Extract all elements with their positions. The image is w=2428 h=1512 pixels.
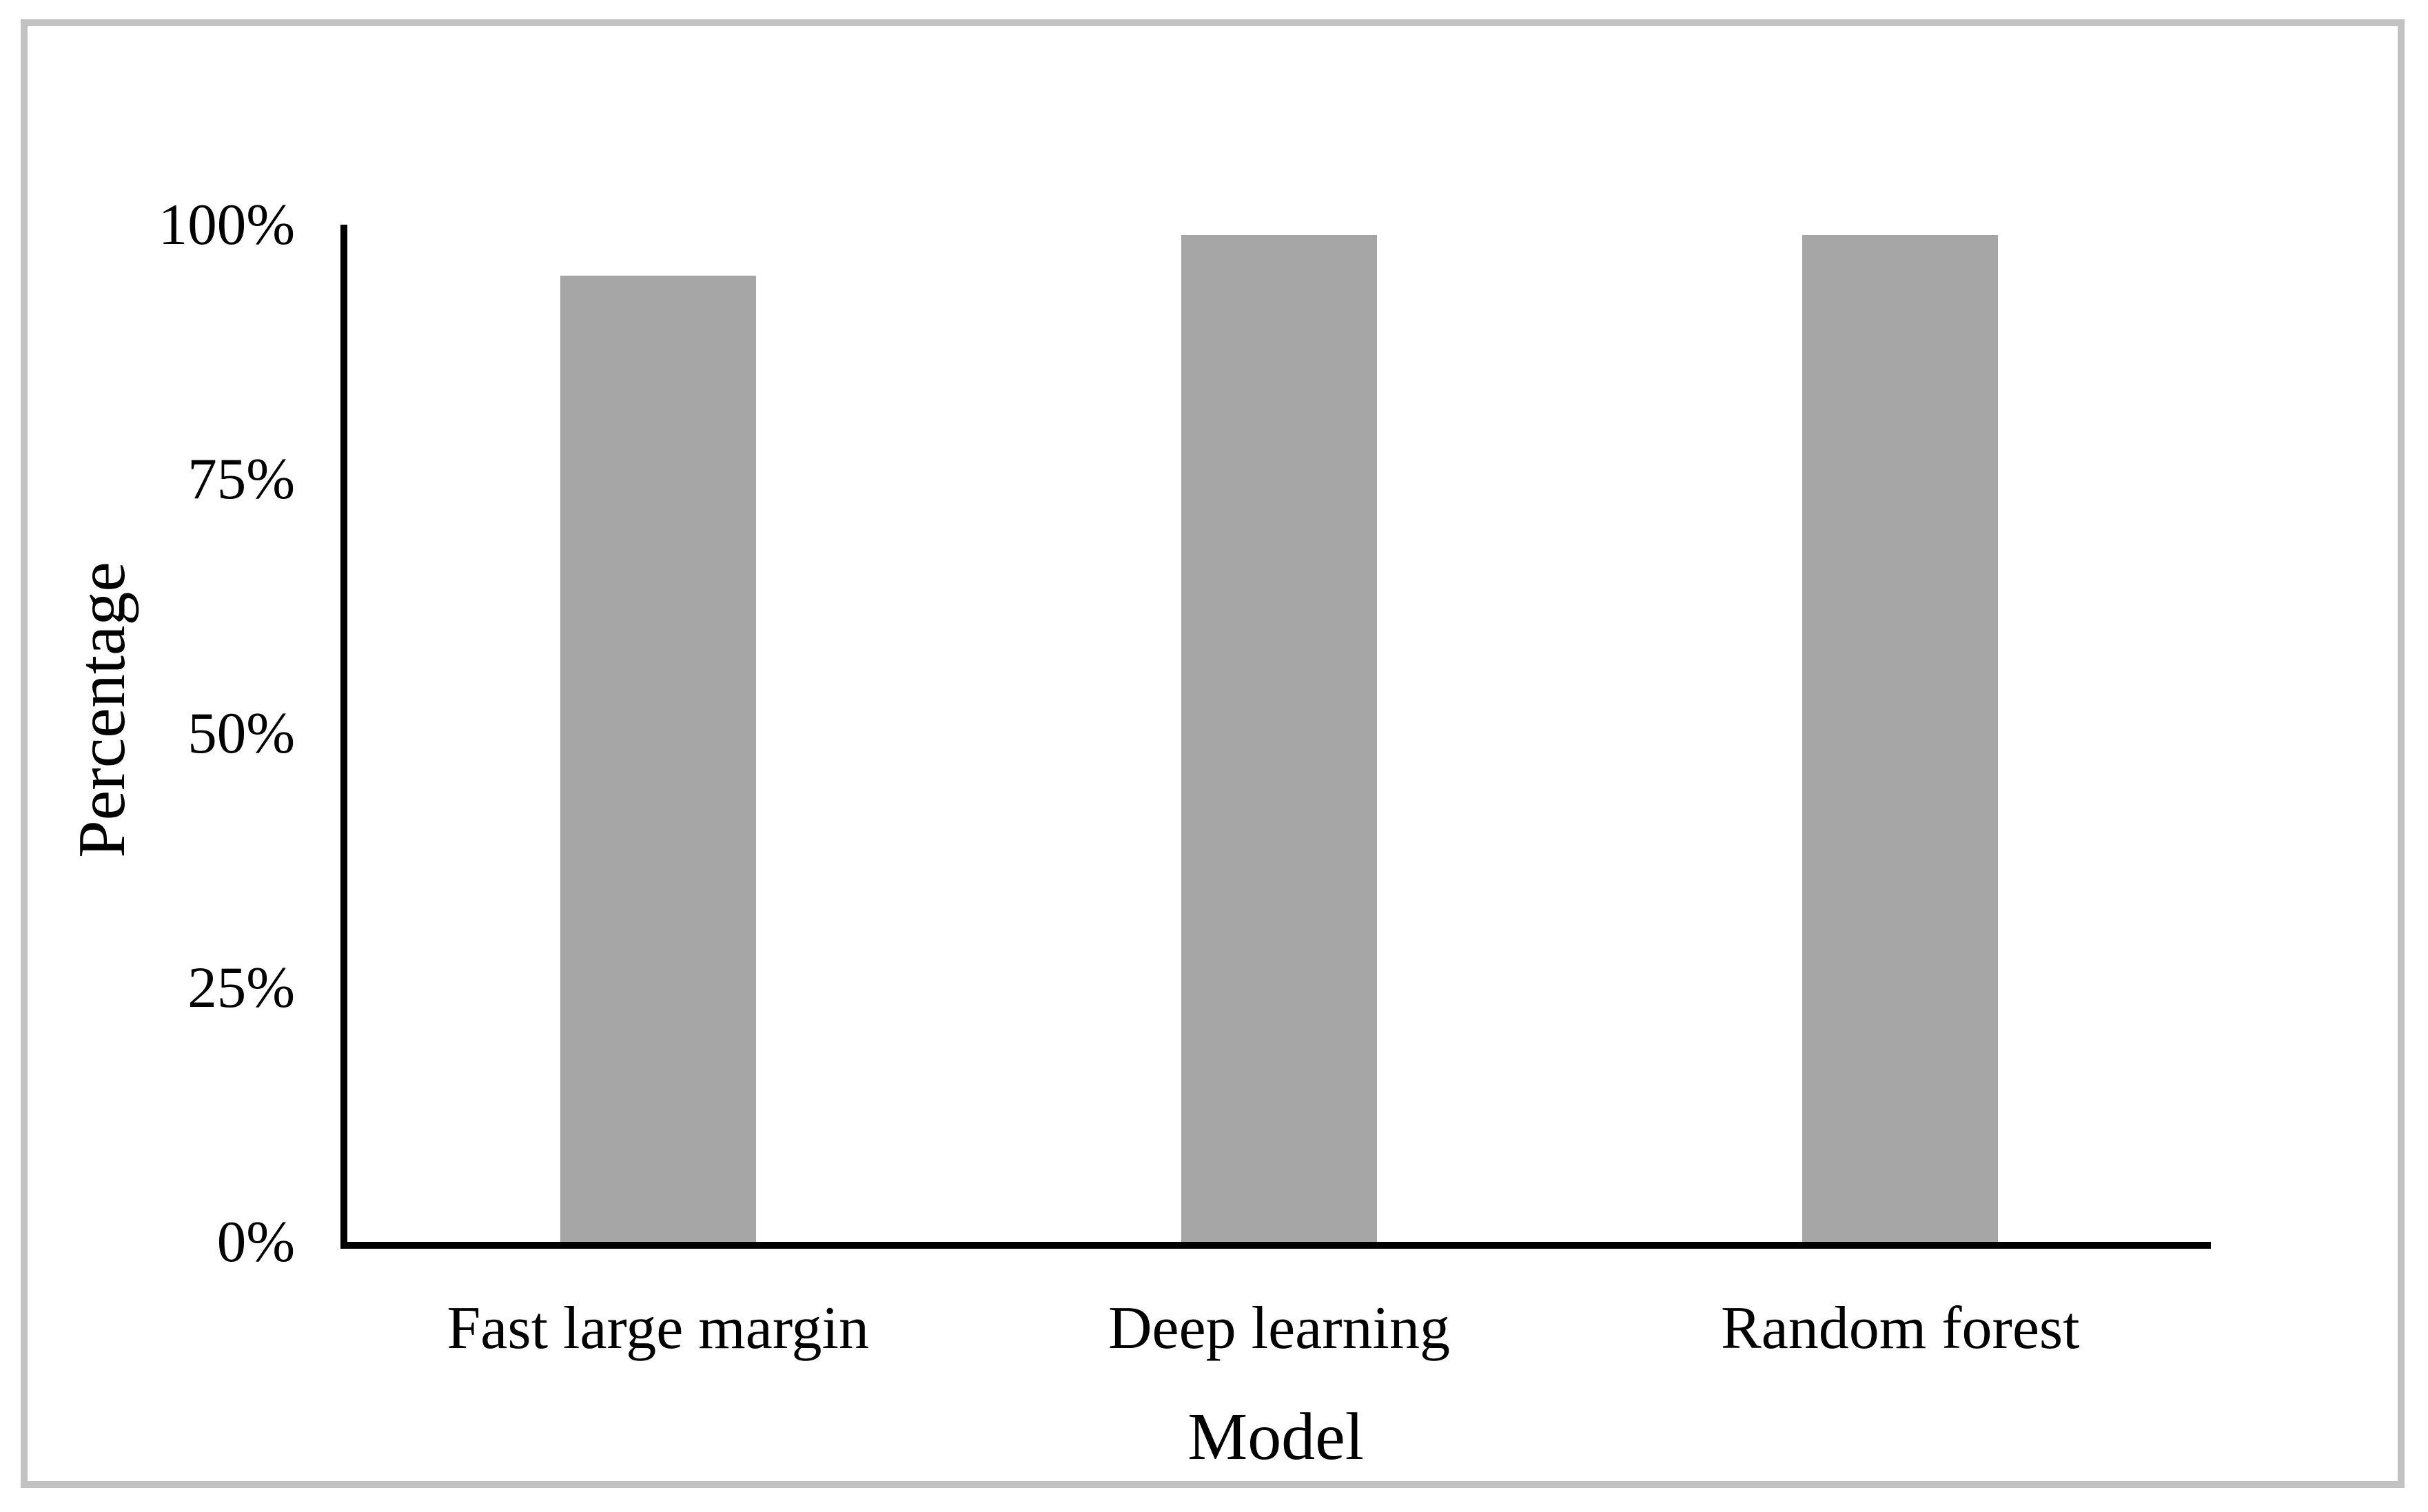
y-tick-label-0: 0% [216,1209,295,1274]
x-axis-title: Model [1187,1400,1364,1474]
x-category-label-random-forest: Random forest [1721,1295,2080,1362]
bar-deep-learning [1181,234,1377,1242]
y-tick-label-75: 75% [187,447,295,511]
y-tick-label-100: 100% [158,192,295,257]
y-tick-label-25: 25% [187,955,295,1020]
x-category-label-fast-large-margin: Fast large margin [447,1295,869,1362]
y-tick-label-50: 50% [187,701,295,766]
bar-random-forest [1802,234,1999,1242]
plot-area [340,225,2211,1249]
bar-fast-large-margin [560,275,756,1242]
x-category-label-deep-learning: Deep learning [1108,1295,1450,1362]
